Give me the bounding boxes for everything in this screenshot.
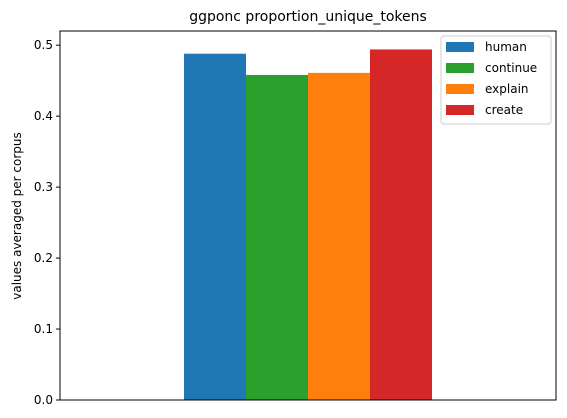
bar-human <box>184 53 246 400</box>
y-axis: 0.0 0.1 0.2 0.3 0.4 0.5 <box>34 38 60 407</box>
legend-swatch-explain <box>446 84 474 94</box>
y-tick-label: 0.0 <box>34 393 53 407</box>
bar-continue <box>246 74 308 400</box>
legend-swatch-continue <box>446 63 474 73</box>
bar-explain <box>308 72 370 400</box>
y-tick-label: 0.5 <box>34 38 53 52</box>
y-tick-label: 0.3 <box>34 180 53 194</box>
bars-group <box>184 49 432 400</box>
legend-swatch-human <box>446 42 474 52</box>
plot-frame <box>59 30 557 401</box>
legend-label-continue: continue <box>485 61 537 75</box>
legend-swatch-create <box>446 105 474 115</box>
legend-label-explain: explain <box>485 82 529 96</box>
legend-label-create: create <box>485 103 523 117</box>
legend-box <box>440 35 552 125</box>
y-axis-label: values averaged per corpus <box>10 132 24 300</box>
y-tick-label: 0.4 <box>34 109 53 123</box>
chart-title: ggponc proportion_unique_tokens <box>189 9 427 25</box>
legend: human continue explain create <box>440 35 552 125</box>
y-tick-label: 0.2 <box>34 251 53 265</box>
bar-create <box>370 49 432 400</box>
legend-label-human: human <box>485 40 527 54</box>
y-tick-label: 0.1 <box>34 322 53 336</box>
